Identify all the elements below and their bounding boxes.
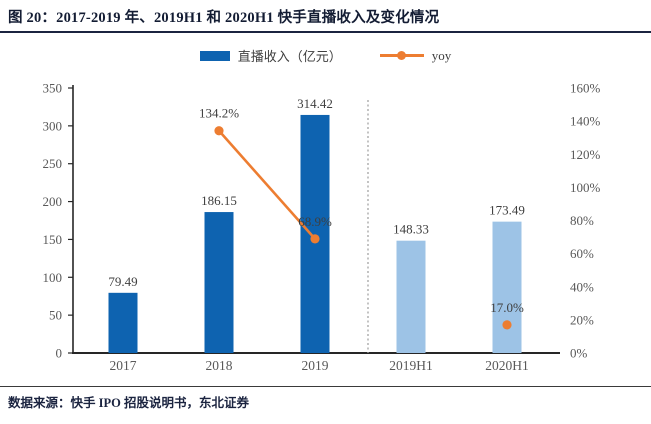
right-axis-label: 140% bbox=[570, 114, 601, 129]
category-label: 2019 bbox=[302, 358, 329, 373]
left-axis-label: 100 bbox=[43, 270, 63, 285]
footer-divider bbox=[0, 386, 651, 387]
right-axis-label: 80% bbox=[570, 213, 594, 228]
yoy-value-label: 68.9% bbox=[298, 214, 332, 229]
bar-value-label: 314.42 bbox=[297, 96, 333, 111]
figure-title: 图 20：2017-2019 年、2019H1 和 2020H1 快手直播收入及… bbox=[8, 10, 440, 26]
left-axis-label: 50 bbox=[49, 308, 62, 323]
legend-bar-label: 直播收入（亿元） bbox=[237, 49, 342, 64]
bar-2018 bbox=[204, 212, 234, 353]
bar-value-label: 173.49 bbox=[489, 203, 525, 218]
line-swatch-icon bbox=[379, 51, 424, 60]
bar-value-label: 79.49 bbox=[108, 274, 137, 289]
chart-legend: 直播收入（亿元） yoy bbox=[0, 46, 651, 65]
category-label: 2018 bbox=[206, 358, 233, 373]
left-axis-label: 250 bbox=[43, 156, 63, 171]
yoy-line-segment bbox=[218, 129, 316, 240]
legend-item-bar: 直播收入（亿元） bbox=[199, 46, 342, 65]
bar-value-label: 148.33 bbox=[393, 222, 429, 237]
right-axis-label: 60% bbox=[570, 246, 594, 261]
left-axis-label: 150 bbox=[43, 232, 63, 247]
right-axis-label: 120% bbox=[570, 147, 601, 162]
right-axis-label: 100% bbox=[570, 180, 601, 195]
right-axis-label: 160% bbox=[570, 81, 601, 96]
category-label: 2017 bbox=[110, 358, 137, 373]
source-note: 数据来源：快手 IPO 招股说明书，东北证券 bbox=[8, 396, 249, 410]
bar-value-label: 186.15 bbox=[201, 193, 237, 208]
right-axis-label: 20% bbox=[570, 312, 594, 327]
bar-swatch-icon bbox=[199, 50, 230, 61]
legend-item-line: yoy bbox=[379, 47, 452, 64]
yoy-point bbox=[502, 320, 512, 330]
bar-2020H1 bbox=[492, 221, 522, 353]
title-divider bbox=[0, 31, 651, 33]
bar-2019 bbox=[300, 114, 330, 353]
left-axis-label: 200 bbox=[43, 194, 63, 209]
yoy-value-label: 17.0% bbox=[490, 300, 524, 315]
right-axis-label: 0% bbox=[570, 346, 588, 361]
category-label: 2020H1 bbox=[485, 358, 529, 373]
yoy-point bbox=[214, 126, 224, 136]
bar-2019H1 bbox=[396, 240, 426, 353]
legend-line-label: yoy bbox=[431, 47, 452, 63]
right-axis-label: 40% bbox=[570, 279, 594, 294]
category-label: 2019H1 bbox=[389, 358, 433, 373]
left-axis-label: 0 bbox=[56, 346, 63, 361]
yoy-value-label: 134.2% bbox=[199, 106, 239, 121]
left-axis-label: 350 bbox=[43, 81, 63, 96]
left-axis-label: 300 bbox=[43, 118, 63, 133]
line-swatch-dot bbox=[396, 51, 406, 60]
yoy-point bbox=[310, 234, 320, 244]
bar-2017 bbox=[108, 292, 138, 353]
